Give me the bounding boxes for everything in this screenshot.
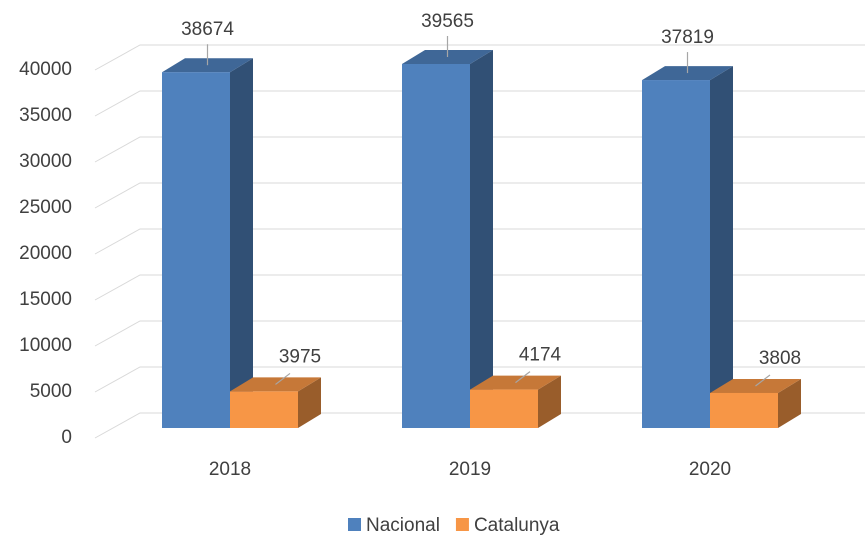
bar: [162, 72, 230, 428]
y-tick-label: 30000: [19, 151, 72, 172]
bar-side: [538, 375, 561, 428]
bar-side: [710, 66, 733, 429]
grid-line: [94, 44, 865, 71]
bar-side: [778, 378, 801, 428]
data-label: 3975: [279, 346, 321, 367]
leader-line: [515, 371, 531, 384]
y-tick-label: 0: [61, 427, 72, 448]
data-label: 39565: [421, 11, 474, 32]
data-label: 37819: [661, 27, 714, 48]
leader-line: [275, 372, 291, 385]
y-tick-label: 15000: [19, 289, 72, 310]
x-tick-label: 2020: [689, 459, 731, 480]
grid-line: [94, 320, 865, 347]
x-tick-label: 2019: [449, 459, 491, 480]
y-tick-label: 25000: [19, 197, 72, 218]
y-tick-label: 40000: [19, 59, 72, 80]
y-tick-label: 10000: [19, 335, 72, 356]
bar-side: [470, 50, 493, 428]
data-label: 4174: [519, 345, 562, 366]
grid-line: [94, 274, 865, 301]
grid-line: [94, 90, 865, 117]
grid-line: [94, 412, 865, 439]
bar: [402, 64, 470, 428]
data-label: 38674: [181, 19, 234, 40]
leader-line: [755, 374, 771, 387]
grid-line: [94, 228, 865, 255]
bar: [642, 80, 710, 429]
grid-line: [94, 366, 865, 393]
bar: [470, 389, 538, 428]
y-tick-label: 35000: [19, 105, 72, 126]
bar-side: [230, 58, 253, 429]
data-label: 3808: [759, 348, 801, 369]
bar: [710, 392, 778, 428]
grid-line: [94, 136, 865, 163]
bar: [230, 391, 298, 428]
legend-swatch: [348, 518, 361, 531]
y-tick-label: 5000: [30, 381, 72, 402]
x-tick-label: 2018: [209, 459, 251, 480]
legend-label: Catalunya: [474, 515, 560, 536]
legend-label: Nacional: [366, 515, 440, 536]
y-tick-label: 20000: [19, 243, 72, 264]
legend-swatch: [455, 518, 469, 531]
bar-side: [298, 377, 321, 428]
grid-line: [94, 182, 865, 209]
